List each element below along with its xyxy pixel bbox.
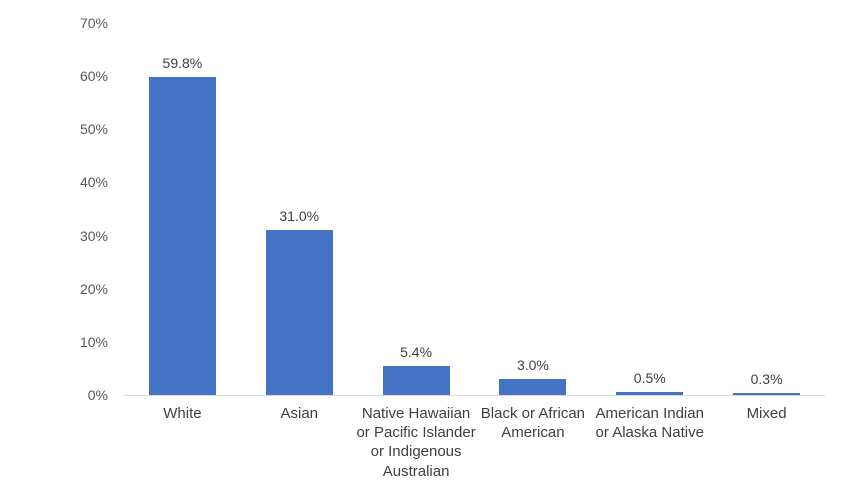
y-tick-label: 70%: [79, 15, 108, 31]
y-tick-label: 60%: [79, 68, 108, 85]
category-label: Mixed: [746, 405, 787, 422]
y-tick-label: 40%: [79, 174, 108, 191]
bar: [265, 230, 333, 395]
y-tick-label: 30%: [79, 227, 108, 244]
y-tick-label: 10%: [79, 333, 108, 350]
category-label: Native Hawaiian or Pacific Islander or I…: [356, 405, 476, 480]
bar-value-label: 5.4%: [400, 344, 433, 361]
x-axis-line: [124, 395, 825, 396]
bar: [616, 392, 684, 395]
bar-value-label: 31.0%: [279, 208, 320, 225]
bar-value-label: 3.0%: [516, 357, 549, 374]
category-label: Black or African American: [480, 405, 586, 442]
bar-value-label: 0.5%: [633, 370, 666, 387]
category-label: White: [163, 405, 202, 422]
bar: [733, 393, 801, 395]
bar: [382, 366, 450, 395]
bar-value-label: 0.3%: [750, 371, 783, 388]
category-label: Asian: [280, 405, 319, 422]
y-tick-label: 20%: [79, 280, 108, 297]
y-tick-label: 50%: [79, 121, 108, 138]
bar: [499, 379, 567, 395]
y-tick-label: 0%: [87, 387, 108, 403]
bar: [148, 77, 216, 395]
category-label: American Indian or Alaska Native: [595, 405, 704, 442]
bar-value-label: 59.8%: [162, 55, 203, 72]
